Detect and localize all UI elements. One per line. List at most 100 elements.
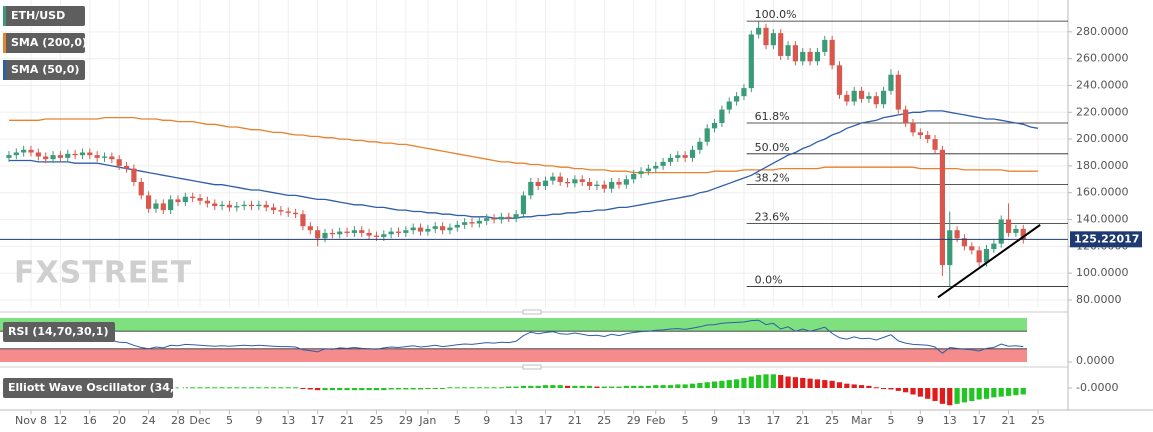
candle-body (79, 152, 86, 156)
x-tick-label: 21 (796, 414, 810, 427)
x-tick-label: 17 (539, 414, 553, 427)
candle-body (248, 204, 255, 207)
oscillator-bar (719, 380, 725, 388)
oscillator-bar (822, 380, 828, 388)
candle-body (792, 45, 798, 62)
legend-box (3, 60, 85, 80)
oscillator-bar (858, 385, 865, 388)
candle-body (168, 199, 174, 211)
candle-body (21, 149, 27, 153)
candle-body (858, 90, 865, 99)
oscillator-bar (564, 385, 571, 388)
oscillator-bar (520, 385, 527, 388)
fib-label: 100.0% (755, 8, 797, 21)
fib-label: 38.2% (755, 172, 790, 185)
candle-body (557, 176, 563, 182)
candle-body (961, 238, 968, 247)
oscillator-bar (476, 387, 482, 389)
candle-body (638, 171, 644, 174)
y-tick-label: 80.0000 (1076, 293, 1122, 306)
candle-body (65, 153, 71, 158)
oscillator-bar (535, 385, 541, 388)
oscillator-bar (322, 388, 328, 391)
oscillator-bar (704, 382, 710, 388)
oscillator-bar (506, 386, 512, 388)
oscillator-bar (983, 388, 990, 399)
oscillator-bar (329, 388, 335, 391)
panel-handle[interactable] (522, 309, 542, 315)
candle-body (395, 231, 402, 233)
candle-body (719, 109, 725, 123)
legend-label: ETH/USD (11, 9, 65, 22)
panel-handle[interactable] (522, 364, 542, 370)
grid-layer (0, 0, 1068, 308)
candle-body (1020, 228, 1026, 240)
candle-body (329, 232, 335, 235)
oscillator-bar (359, 388, 365, 391)
candle-body (212, 203, 218, 207)
candle-body (35, 152, 41, 157)
oscillator-bar (601, 386, 607, 388)
candle-body (572, 179, 578, 184)
x-tick-label: 9 (711, 414, 718, 427)
candle-body (425, 228, 431, 232)
legend-swatch (3, 60, 6, 80)
oscillator-bar (1020, 388, 1026, 395)
oscillator-bar (204, 387, 210, 389)
y-tick-label: 280.0000 (1076, 25, 1129, 38)
oscillator-bar (653, 385, 659, 388)
y-tick-label: 260.0000 (1076, 52, 1129, 65)
x-tick-label: 29 (627, 414, 641, 427)
oscillator-bar (307, 388, 313, 390)
candle-body (653, 165, 659, 169)
candle-body (660, 161, 666, 166)
oscillator-bar (528, 385, 534, 388)
oscillator-bar (241, 387, 247, 389)
oscillator-bar (388, 388, 394, 390)
x-tick-label: 13 (281, 414, 295, 427)
candle-body (609, 181, 615, 189)
oscillator-bar (645, 385, 651, 388)
candle-body (322, 232, 328, 239)
candle-body (87, 152, 93, 156)
oscillator-bar (631, 385, 637, 388)
candle-body (28, 149, 34, 153)
candle-body (800, 51, 806, 62)
legend-swatch (3, 6, 6, 26)
y-tick-label: -0.0000 (1076, 381, 1118, 394)
oscillator-bar (792, 377, 798, 388)
candle-body (101, 156, 108, 158)
candle-body (564, 181, 571, 184)
candle-body (484, 218, 490, 221)
y-tick-label: 240.0000 (1076, 78, 1129, 91)
oscillator-bar (498, 387, 504, 389)
oscillator-bar (947, 388, 953, 406)
x-tick-label: 25 (1031, 414, 1045, 427)
candle-body (917, 132, 923, 136)
oscillator-bar (961, 388, 968, 403)
watermark: FXSTREET (14, 256, 192, 291)
oscillator-bar (998, 388, 1004, 397)
candle-body (388, 231, 394, 235)
oscillator-bar (395, 388, 402, 390)
candle-body (278, 210, 284, 212)
candle-body (491, 218, 497, 220)
x-tick-label: 9 (483, 414, 490, 427)
candle-body (969, 246, 975, 251)
candle-body (366, 232, 372, 236)
oscillator-bar (763, 374, 769, 388)
oscillator-bar (689, 383, 696, 388)
oscillator-bar (248, 387, 255, 389)
candle-body (219, 204, 225, 207)
oscillator-bar (256, 387, 262, 389)
oscillator-bar (932, 388, 938, 401)
x-tick-label: Dec (189, 414, 210, 427)
oscillator-bar (447, 387, 453, 389)
oscillator-bar (969, 388, 975, 401)
candle-body (910, 122, 916, 133)
x-tick-label: 21 (340, 414, 354, 427)
x-tick-label: 17 (311, 414, 325, 427)
oscillator-bar (895, 388, 901, 391)
candle-body (447, 227, 453, 231)
